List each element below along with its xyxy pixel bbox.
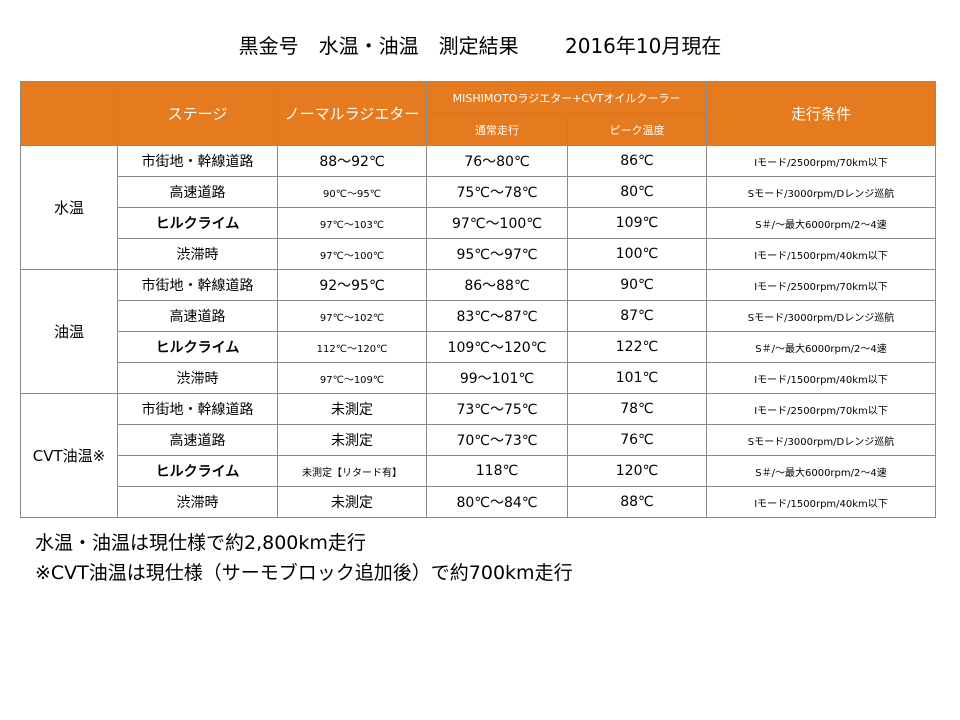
peak-temp-cell: 86℃ [567,145,707,177]
normal-radiator-cell: 97℃～100℃ [277,238,427,270]
table-row: 渋滞時 未測定 80℃～84℃ 88℃ Iモード/1500rpm/40km以下 [21,486,936,518]
table-row: 高速道路 90℃～95℃ 75℃～78℃ 80℃ Sモード/3000rpm/Dレンジ巡航 [21,176,936,208]
condition-cell: S＃/～最大6000rpm/2～4速 [706,455,936,487]
group-label: CVT油温※ [20,393,118,518]
peak-temp-cell: 78℃ [567,393,707,425]
peak-temp-cell: 87℃ [567,300,707,332]
table-row: 高速道路 97℃～102℃ 83℃～87℃ 87℃ Sモード/3000rpm/Dレンジ巡… [21,300,936,332]
header-condition: 走行条件 [706,81,936,146]
stage-cell: 渋滞時 [117,486,278,518]
header-mishimoto: MISHIMOTOラジエター+CVTオイルクーラー [426,81,707,114]
condition-cell: Iモード/2500rpm/70km以下 [706,269,936,301]
normal-radiator-cell: 112℃～120℃ [277,331,427,363]
peak-temp-cell: 80℃ [567,176,707,208]
normal-radiator-cell: 未測定 [277,486,427,518]
stage-cell: ヒルクライム [117,207,278,239]
peak-temp-cell: 101℃ [567,362,707,394]
peak-temp-cell: 100℃ [567,238,707,270]
table-row: 水温 市街地・幹線道路 88～92℃ 76～80℃ 86℃ Iモード/2500rpm/70… [20,145,936,270]
normal-radiator-cell: 97℃～109℃ [277,362,427,394]
table-row: 高速道路 未測定 70℃～73℃ 76℃ Sモード/3000rpm/Dレンジ巡航 [21,424,936,456]
header-normal-radiator: ノーマルラジエター [277,81,427,146]
table-row: ヒルクライム 未測定【リタード有】 118℃ 120℃ S＃/～最大6000rpm/2～… [21,455,936,487]
table-row: CVT油温※ 市街地・幹線道路 未測定 73℃～75℃ 78℃ Iモード/2500rpm/… [20,393,936,518]
stage-cell: 市街地・幹線道路 [117,269,278,301]
normal-run-cell: 80℃～84℃ [426,486,568,518]
header-normal-run: 通常走行 [426,113,568,146]
stage-cell: 渋滞時 [117,362,278,394]
stage-cell: 高速道路 [117,300,278,332]
condition-cell: Iモード/1500rpm/40km以下 [706,238,936,270]
normal-run-cell: 73℃～75℃ [426,393,568,425]
normal-run-cell: 97℃～100℃ [426,207,568,239]
peak-temp-cell: 122℃ [567,331,707,363]
measurement-table: ステージ ノーマルラジエター MISHIMOTOラジエター+CVTオイルクーラー… [20,81,936,518]
normal-radiator-cell: 97℃～103℃ [277,207,427,239]
normal-run-cell: 70℃～73℃ [426,424,568,456]
normal-radiator-cell: 88～92℃ [277,145,427,177]
peak-temp-cell: 120℃ [567,455,707,487]
stage-cell: 渋滞時 [117,238,278,270]
stage-cell: ヒルクライム [117,455,278,487]
normal-run-cell: 76～80℃ [426,145,568,177]
stage-cell: 高速道路 [117,424,278,456]
table-row: ヒルクライム 112℃～120℃ 109℃～120℃ 122℃ S＃/～最大6000rp… [21,331,936,363]
notes: 水温・油温は現仕様で約2,800km走行 ※CVT油温は現仕様（サーモブロック追… [35,528,573,588]
normal-radiator-cell: 97℃～102℃ [277,300,427,332]
normal-run-cell: 83℃～87℃ [426,300,568,332]
peak-temp-cell: 76℃ [567,424,707,456]
header-peak: ピーク温度 [567,113,707,146]
stage-cell: 高速道路 [117,176,278,208]
condition-cell: Sモード/3000rpm/Dレンジ巡航 [706,176,936,208]
table-row: 渋滞時 97℃～100℃ 95℃～97℃ 100℃ Iモード/1500rpm/40km以… [21,238,936,270]
note-line: ※CVT油温は現仕様（サーモブロック追加後）で約700km走行 [35,562,573,584]
table-body: 水温 市街地・幹線道路 88～92℃ 76～80℃ 86℃ Iモード/2500rpm/70… [20,145,936,518]
condition-cell: Iモード/2500rpm/70km以下 [706,393,936,425]
normal-radiator-cell: 90℃～95℃ [277,176,427,208]
normal-radiator-cell: 未測定 [277,424,427,456]
normal-radiator-cell: 92～95℃ [277,269,427,301]
normal-run-cell: 118℃ [426,455,568,487]
condition-cell: Sモード/3000rpm/Dレンジ巡航 [706,424,936,456]
normal-run-cell: 99～101℃ [426,362,568,394]
header-stage: ステージ [117,81,278,146]
group-label: 水温 [20,145,118,270]
table-row: 油温 市街地・幹線道路 92～95℃ 86～88℃ 90℃ Iモード/2500rpm/70… [20,269,936,394]
condition-cell: Sモード/3000rpm/Dレンジ巡航 [706,300,936,332]
table-row: ヒルクライム 97℃～103℃ 97℃～100℃ 109℃ S＃/～最大6000rpm/… [21,207,936,239]
normal-radiator-cell: 未測定【リタード有】 [277,455,427,487]
stage-cell: 市街地・幹線道路 [117,145,278,177]
group-label: 油温 [20,269,118,394]
peak-temp-cell: 88℃ [567,486,707,518]
condition-cell: S＃/～最大6000rpm/2～4速 [706,331,936,363]
normal-run-cell: 86～88℃ [426,269,568,301]
note-line: 水温・油温は現仕様で約2,800km走行 [35,532,366,554]
page-title: 黒金号 水温・油温 測定結果 2016年10月現在 [238,34,722,58]
condition-cell: Iモード/1500rpm/40km以下 [706,362,936,394]
table-row: 渋滞時 97℃～109℃ 99～101℃ 101℃ Iモード/1500rpm/40km以… [21,362,936,394]
stage-cell: ヒルクライム [117,331,278,363]
stage-cell: 市街地・幹線道路 [117,393,278,425]
condition-cell: Iモード/1500rpm/40km以下 [706,486,936,518]
condition-cell: S＃/～最大6000rpm/2～4速 [706,207,936,239]
normal-radiator-cell: 未測定 [277,393,427,425]
header-blank [20,81,118,146]
condition-cell: Iモード/2500rpm/70km以下 [706,145,936,177]
normal-run-cell: 95℃～97℃ [426,238,568,270]
normal-run-cell: 109℃～120℃ [426,331,568,363]
normal-run-cell: 75℃～78℃ [426,176,568,208]
peak-temp-cell: 90℃ [567,269,707,301]
peak-temp-cell: 109℃ [567,207,707,239]
